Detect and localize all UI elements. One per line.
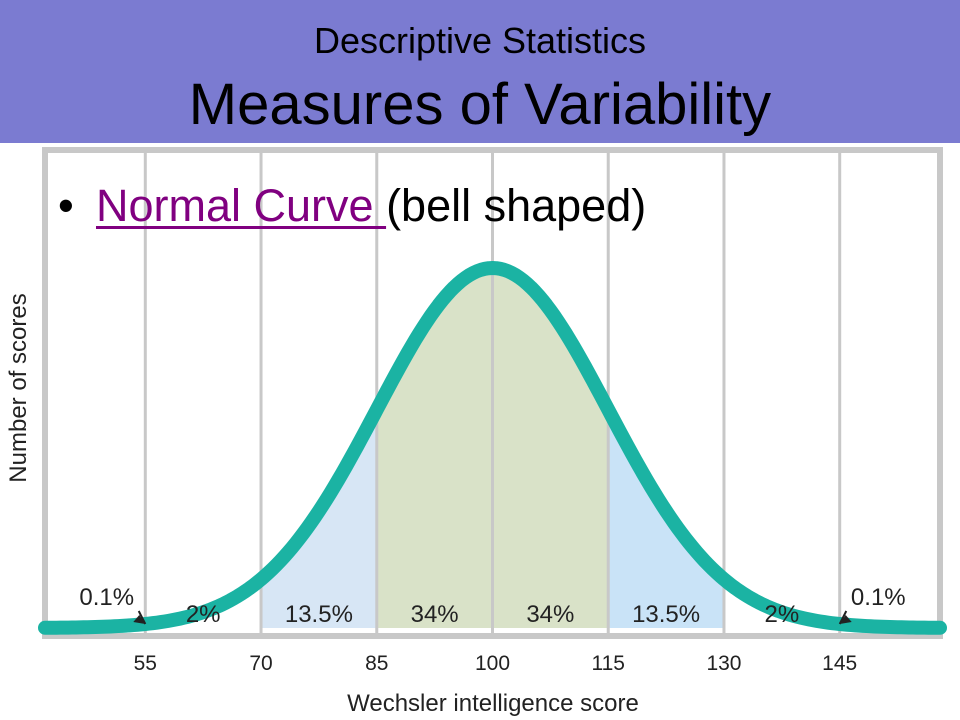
bullet-item: • Normal Curve (bell shaped) xyxy=(58,178,646,234)
tail-arrow xyxy=(137,610,147,625)
percent-label: 0.1% xyxy=(79,584,134,611)
tail-arrowhead xyxy=(133,615,146,624)
tail-arrow xyxy=(838,610,848,625)
bullet-dot: • xyxy=(58,180,74,231)
x-tick-label: 85 xyxy=(365,652,388,675)
percent-label: 13.5% xyxy=(285,601,353,628)
x-tick-label: 145 xyxy=(822,652,857,675)
tail-arrowhead xyxy=(839,615,852,624)
slide-subtitle: Descriptive Statistics xyxy=(313,20,647,61)
y-axis-label: Number of scores xyxy=(5,293,32,482)
x-tick-label: 70 xyxy=(249,652,272,675)
percent-label: 2% xyxy=(186,601,221,628)
percent-label: 13.5% xyxy=(632,601,700,628)
normal-curve-link[interactable]: Normal Curve xyxy=(96,180,387,231)
slide-header xyxy=(0,0,960,143)
percent-label: 2% xyxy=(764,601,799,628)
slide-title: Measures of Variability xyxy=(188,72,772,137)
percent-label: 34% xyxy=(526,601,574,628)
percent-label: 0.1% xyxy=(851,584,906,611)
normal-curve-line xyxy=(38,261,947,635)
x-tick-label: 115 xyxy=(591,652,624,675)
x-tick-label: 130 xyxy=(706,652,741,675)
bullet-text: (bell shaped) xyxy=(386,180,647,231)
x-tick-label: 100 xyxy=(475,652,510,675)
x-tick-label: 55 xyxy=(134,652,157,675)
percent-label: 34% xyxy=(411,601,459,628)
x-axis-label: Wechsler intelligence score xyxy=(347,690,639,717)
